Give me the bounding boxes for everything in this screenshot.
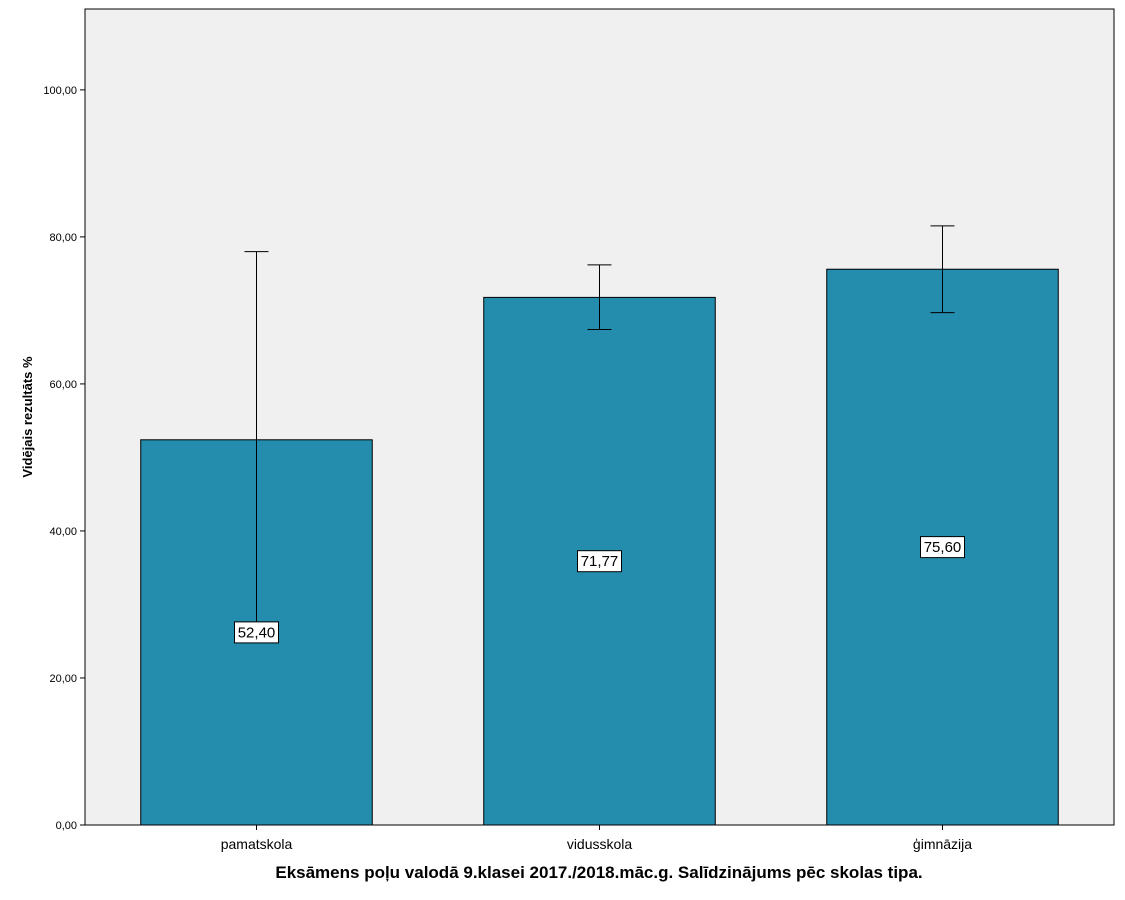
data-label-box <box>577 550 622 573</box>
data-label: 52,40 <box>238 624 276 641</box>
y-tick-label: 0,00 <box>56 820 77 832</box>
x-tick-label: vidusskola <box>567 836 633 852</box>
x-tick-label: ģimnāzija <box>913 836 972 852</box>
data-label-box <box>920 536 965 559</box>
y-tick-label: 100,00 <box>43 85 77 97</box>
y-tick-label: 80,00 <box>49 232 77 244</box>
value-labels-group: 52,40 71,77 75,60 <box>234 536 965 644</box>
data-label: 75,60 <box>924 539 962 556</box>
data-label-box <box>234 621 279 644</box>
y-tick-label: 60,00 <box>49 379 77 391</box>
y-tick-label: 20,00 <box>49 673 77 685</box>
y-axis-title: Vidējais rezultāts % <box>20 356 35 478</box>
y-tick-label: 40,00 <box>49 526 77 538</box>
x-tick-label: pamatskola <box>221 836 293 852</box>
x-axis: pamatskola vidusskola ģimnāzija <box>221 825 972 852</box>
data-label: 71,77 <box>581 553 619 570</box>
y-axis: 0,00 20,00 40,00 60,00 80,00 100,00 <box>43 85 85 832</box>
x-axis-title: Eksāmens poļu valodā 9.klasei 2017./2018… <box>275 863 922 882</box>
